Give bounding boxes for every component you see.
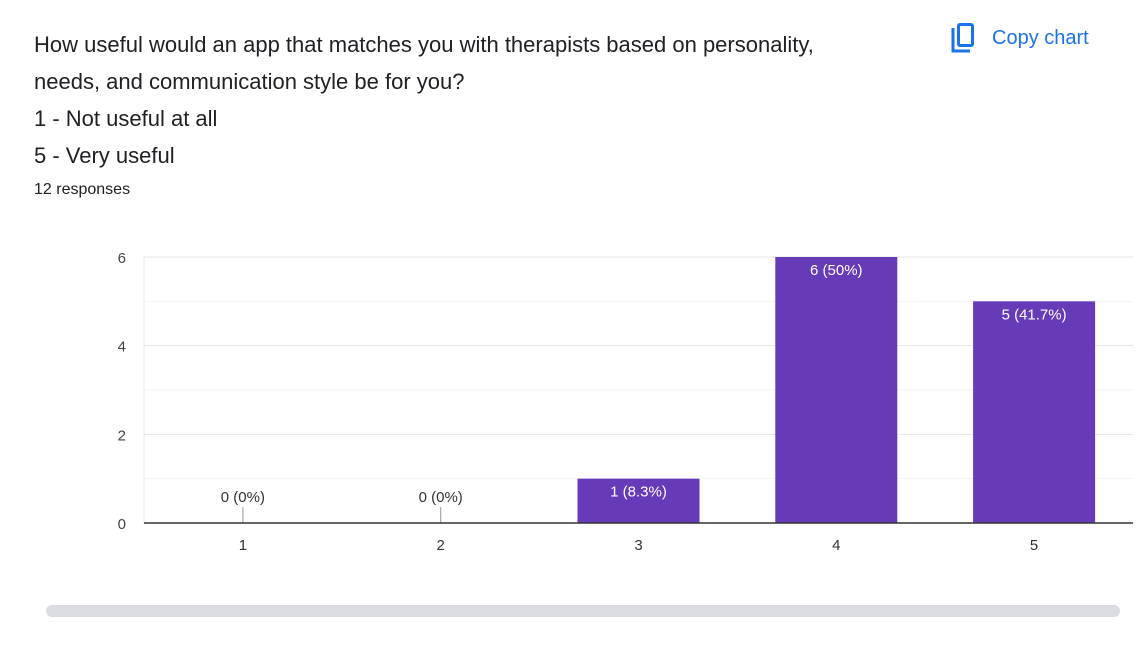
- x-tick-label: 2: [437, 537, 445, 554]
- y-tick-label: 0: [118, 516, 126, 533]
- data-label: 5 (41.7%): [1002, 306, 1067, 323]
- title-line: 5 - Very useful: [34, 143, 175, 168]
- horizontal-scrollbar[interactable]: [46, 605, 1120, 617]
- y-tick-label: 2: [118, 427, 126, 444]
- y-tick-label: 4: [118, 339, 126, 356]
- data-label: 0 (0%): [221, 489, 265, 506]
- copy-icon: [951, 23, 974, 53]
- title-line: How useful would an app that matches you…: [34, 32, 814, 57]
- bar: [577, 478, 700, 523]
- x-tick-label: 3: [634, 537, 642, 554]
- bar: [973, 301, 1096, 523]
- copy-chart-button[interactable]: Copy chart: [950, 22, 1089, 54]
- x-tick-label: 4: [832, 537, 840, 554]
- x-tick-label: 1: [239, 537, 247, 554]
- title-line: 1 - Not useful at all: [34, 106, 218, 131]
- bar: [775, 257, 898, 523]
- question-title: How useful would an app that matches you…: [34, 26, 934, 174]
- data-label: 0 (0%): [419, 489, 463, 506]
- bar-chart: 0 2 4 6 0 (0%) 1 0 (0%) 2 1 (8.3%) 3 6 (50%) 4 5 (41…: [118, 250, 1133, 554]
- response-count: 12 responses: [34, 181, 131, 198]
- y-tick-label: 6: [118, 250, 126, 267]
- data-label: 6 (50%): [810, 262, 863, 279]
- x-tick-label: 5: [1030, 537, 1038, 554]
- copy-chart-label: Copy chart: [992, 26, 1089, 49]
- title-line: needs, and communication style be for yo…: [34, 69, 465, 94]
- data-label: 1 (8.3%): [610, 484, 667, 501]
